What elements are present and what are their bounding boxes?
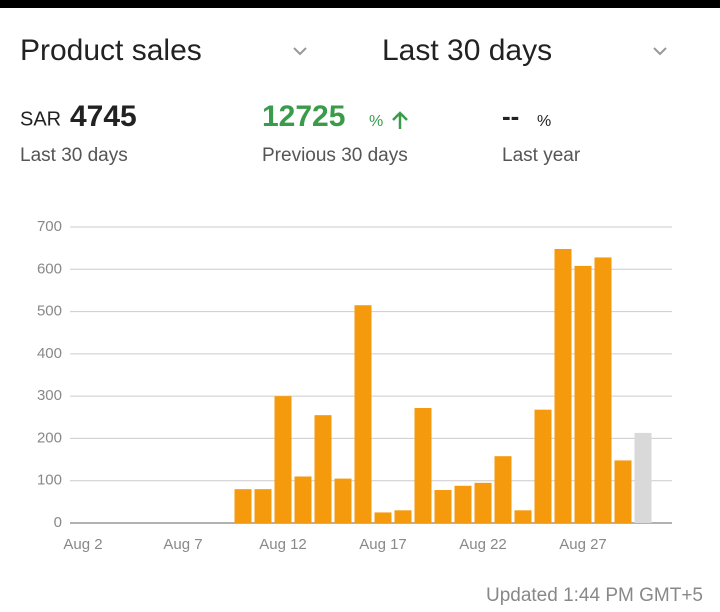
bar — [254, 489, 272, 523]
bar — [514, 510, 532, 523]
previous-value: 12725 — [262, 100, 345, 133]
last-year-unit: % — [537, 113, 551, 130]
bar — [314, 415, 332, 523]
bar — [554, 248, 572, 523]
chevron — [653, 47, 667, 56]
bar — [534, 409, 552, 523]
previous-unit: % — [369, 113, 383, 130]
bar — [334, 478, 352, 523]
period-label: Last 30 days — [382, 34, 552, 67]
bar — [394, 510, 412, 523]
bar — [374, 512, 392, 523]
previous-label: Previous 30 days — [262, 145, 408, 166]
bar — [414, 407, 432, 523]
bar — [434, 490, 452, 523]
chevron — [293, 47, 307, 56]
bar — [234, 489, 252, 523]
period-dropdown[interactable]: Last 30 days — [382, 34, 667, 67]
y-tick-label: 500 — [37, 303, 62, 320]
y-tick-label: 400 — [37, 345, 62, 362]
x-tick-label: Aug 12 — [259, 536, 307, 553]
chart: 0 100 200 300 400 500 600 700 Aug 2 Aug 7 Aug 12 Au… — [37, 218, 672, 553]
bar — [274, 396, 292, 523]
bar — [594, 257, 612, 523]
bar — [454, 485, 472, 523]
bar — [294, 476, 312, 523]
bar — [494, 456, 512, 523]
current-value: 4745 — [70, 100, 137, 133]
currency: SAR — [20, 108, 61, 130]
x-tick-label: Aug 22 — [459, 536, 507, 553]
metric-label: Product sales — [20, 34, 202, 67]
y-tick-label: 600 — [37, 260, 62, 277]
bar — [634, 432, 652, 523]
x-tick-label: Aug 7 — [163, 536, 202, 553]
updated: Updated 1:44 PM GMT+5 — [486, 585, 703, 606]
y-tick-label: 700 — [37, 218, 62, 235]
bar — [354, 305, 372, 523]
y-tick-label: 200 — [37, 429, 62, 446]
bar — [574, 265, 592, 523]
bar — [614, 460, 632, 523]
last-year-label: Last year — [502, 145, 581, 166]
current-label: Last 30 days — [20, 145, 128, 166]
status-bar — [0, 0, 720, 8]
y-tick-label: 100 — [37, 472, 62, 489]
last-year-value: -- — [502, 101, 519, 131]
metric-dropdown[interactable]: Product sales — [20, 34, 307, 67]
x-tick-label: Aug 27 — [559, 536, 607, 553]
y-tick-label: 0 — [54, 514, 62, 531]
x-tick-label: Aug 2 — [63, 536, 102, 553]
bar — [474, 482, 492, 523]
x-tick-label: Aug 17 — [359, 536, 407, 553]
y-tick-label: 300 — [37, 387, 62, 404]
up-arrow — [392, 111, 408, 129]
